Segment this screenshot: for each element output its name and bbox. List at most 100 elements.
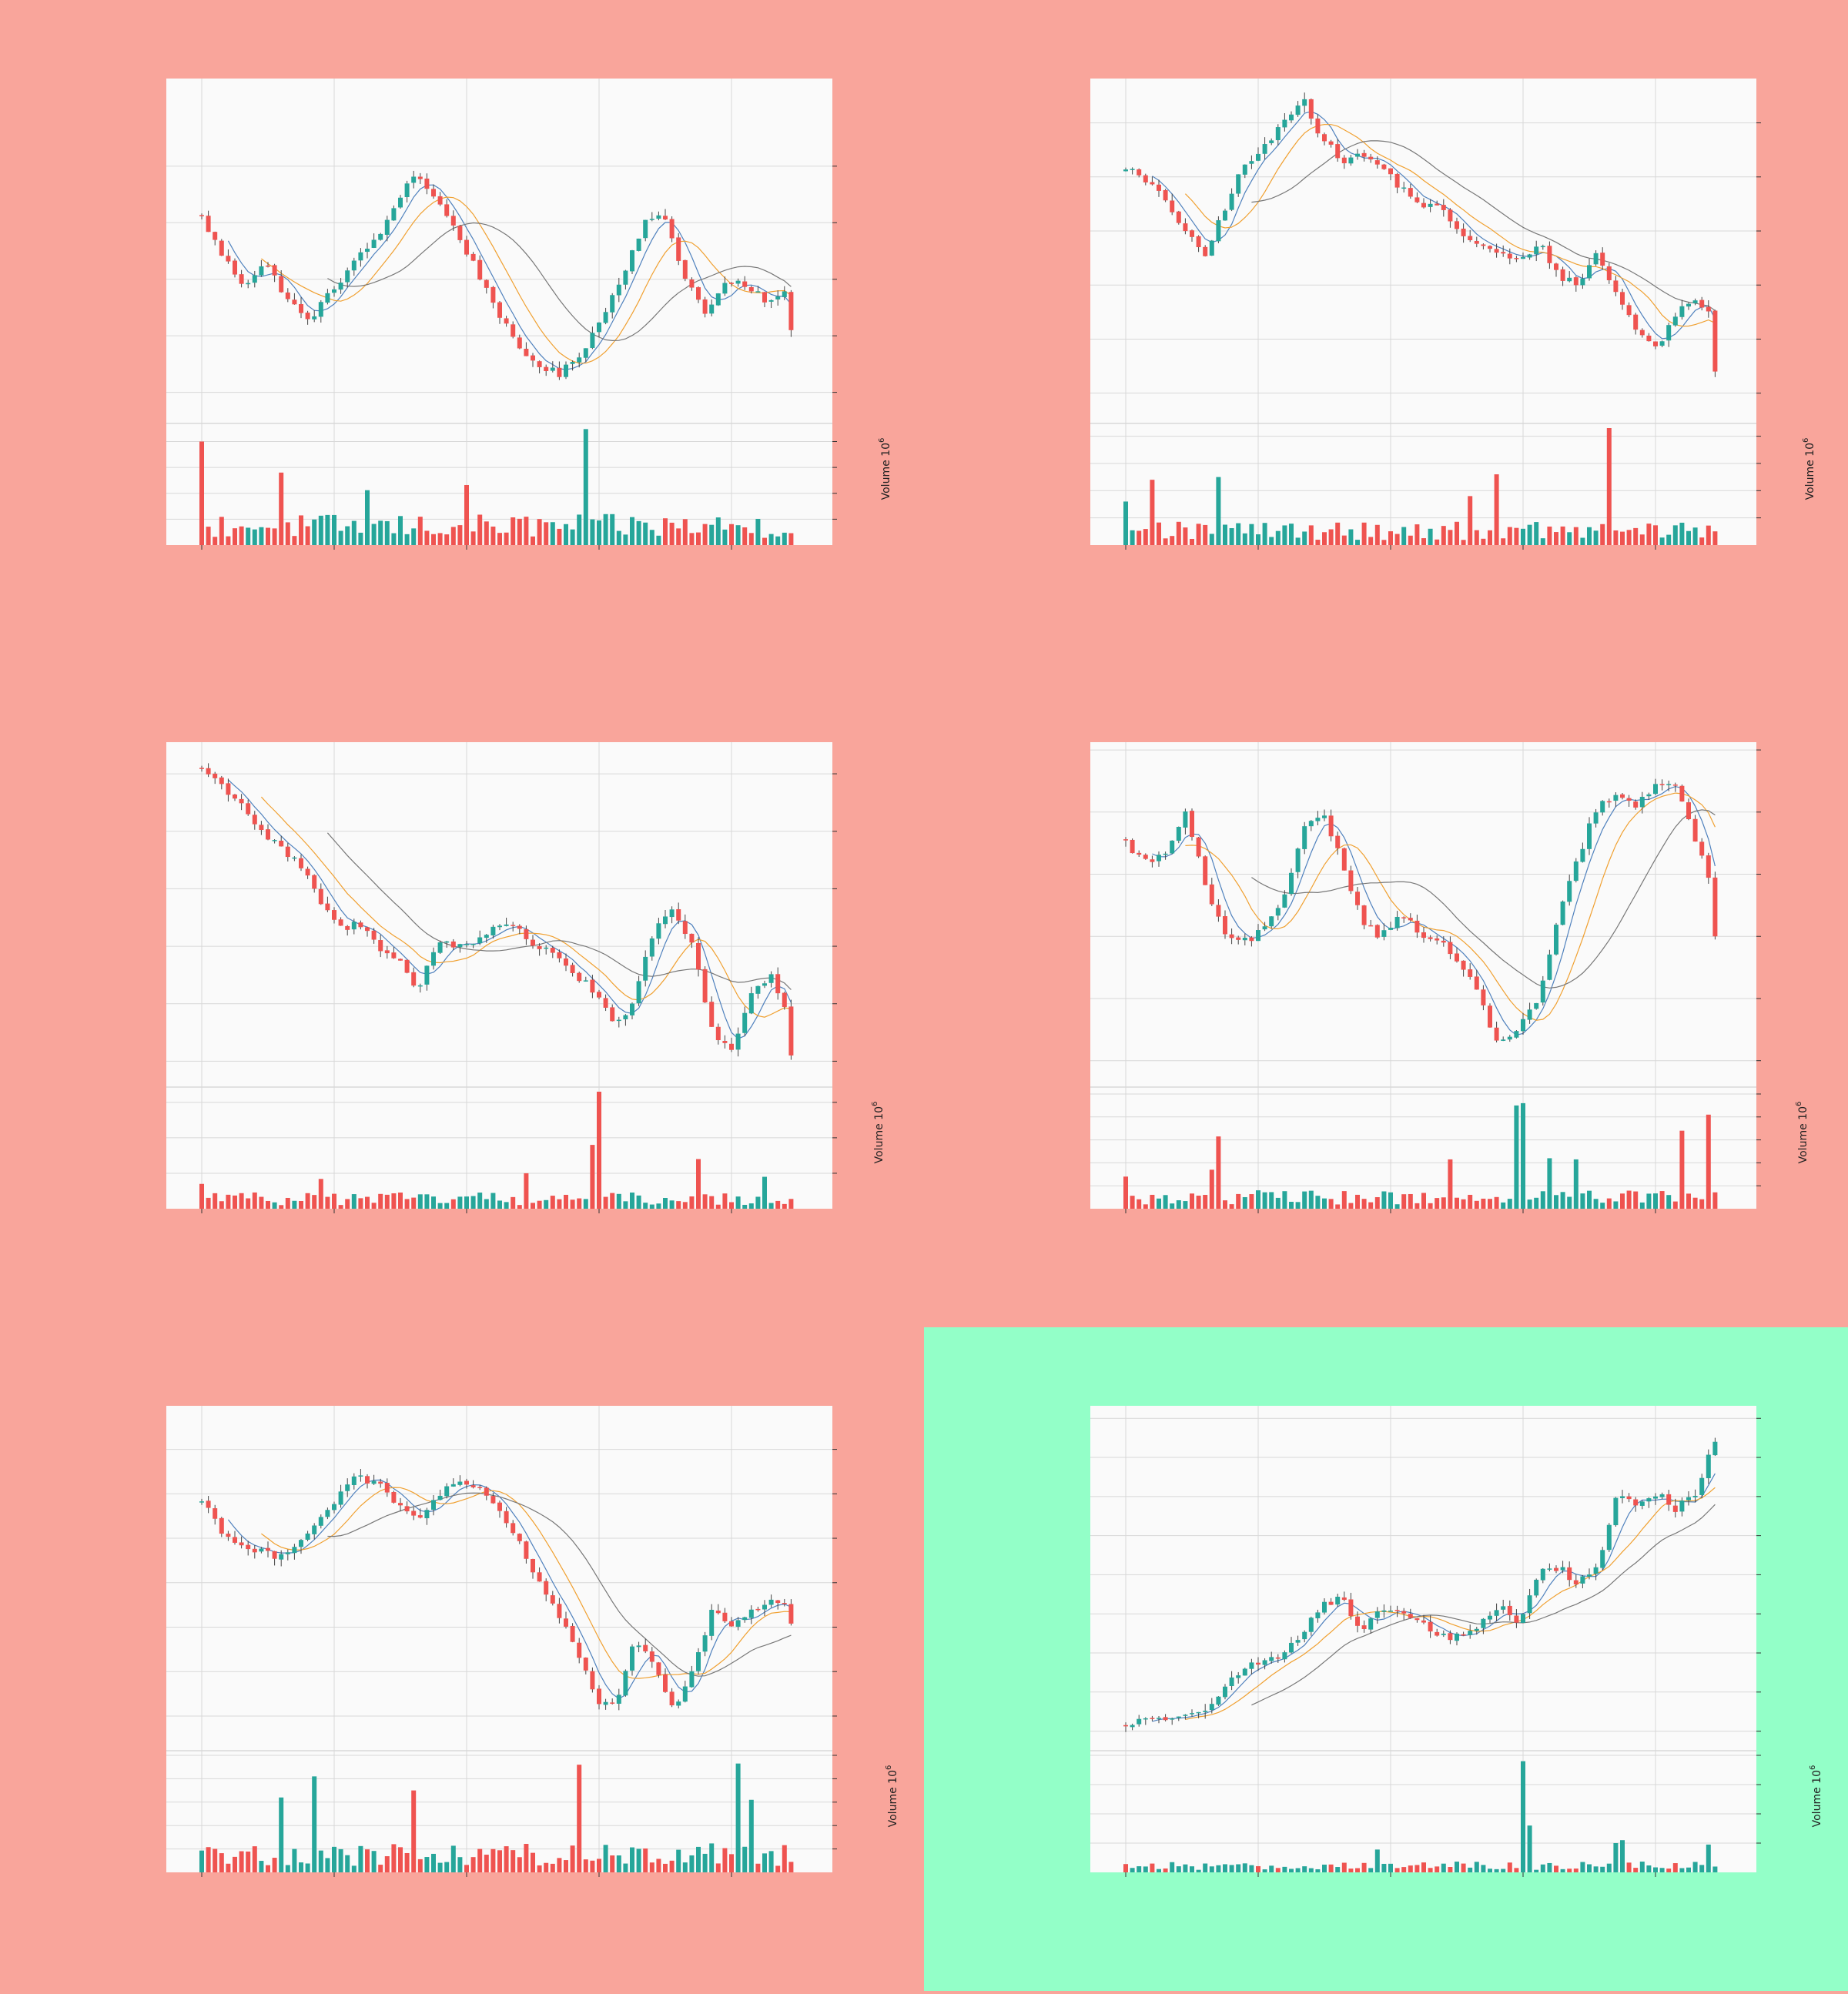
candle-body (1150, 182, 1155, 185)
volume-bar (1534, 1197, 1539, 1209)
volume-bar (1381, 1191, 1387, 1209)
volume-bar (1580, 1193, 1585, 1209)
volume-plot-area (1090, 1751, 1756, 1872)
candle-body (1587, 265, 1592, 279)
candle-body (623, 1671, 628, 1696)
volume-bar (1302, 1191, 1307, 1209)
volume-plot-area (166, 1087, 832, 1209)
candle-body (669, 1691, 675, 1706)
candle-body (305, 1533, 310, 1540)
candle-body (477, 937, 483, 944)
candle-body (557, 952, 562, 959)
volume-bar (437, 1203, 443, 1209)
candle-body (590, 979, 595, 993)
candle-body (1137, 169, 1142, 176)
volume-bar (1348, 1203, 1354, 1209)
volume-bar (444, 1203, 450, 1209)
volume-bar (590, 1860, 595, 1872)
volume-bar (1633, 527, 1639, 545)
candle-body (1507, 253, 1512, 259)
volume-bar (1262, 1192, 1267, 1209)
candle-body (1249, 1662, 1254, 1669)
candle-body (748, 286, 754, 292)
volume-bar (398, 1192, 403, 1209)
ma-fast-line (1152, 1473, 1716, 1722)
candle-body (1659, 341, 1665, 346)
candle-body (431, 952, 436, 966)
volume-bar (1421, 1862, 1426, 1872)
volume-bar (630, 517, 634, 545)
candle-body (775, 1600, 781, 1604)
volume-bar (497, 533, 502, 545)
volume-bar (1341, 535, 1347, 545)
candle-body (213, 1508, 218, 1519)
volume-bar (391, 533, 397, 545)
volume-bar (1686, 1867, 1691, 1872)
candle-body (279, 1554, 284, 1560)
volume-bar (1547, 1862, 1552, 1872)
candle-body (1540, 246, 1545, 248)
candle-body (1428, 937, 1433, 939)
volume-bar (590, 519, 595, 545)
volume-bar (603, 1845, 608, 1872)
candle-body (484, 279, 489, 288)
candle-body (490, 286, 496, 303)
volume-bar (603, 514, 608, 545)
candle-body (1414, 197, 1420, 202)
candle-body (1401, 187, 1407, 189)
volume-bar (1547, 1158, 1552, 1209)
volume-bar (450, 1199, 456, 1209)
volume-bar (199, 1850, 204, 1872)
volume-bar (312, 1776, 317, 1872)
candle-body (1137, 852, 1142, 855)
candle-body (531, 1558, 535, 1573)
candle-body (735, 1033, 741, 1050)
volume-bar (748, 1799, 754, 1872)
candle-body (616, 284, 621, 296)
candle-body (1626, 1496, 1632, 1500)
candle-body (1699, 299, 1705, 308)
candle-body (199, 768, 204, 769)
candle-body (1606, 266, 1612, 281)
volume-bar (1269, 537, 1274, 545)
candle-body (233, 795, 237, 799)
candle-body (1488, 1005, 1492, 1028)
candle-body (1302, 826, 1307, 849)
volume-bar (682, 1862, 688, 1872)
volume-bar (597, 1092, 601, 1209)
candle-body (1388, 168, 1393, 175)
volume-bar (490, 526, 496, 545)
volume-bar (564, 524, 568, 545)
candle-body (470, 1485, 476, 1487)
volume-bar (702, 524, 708, 545)
candle-body (623, 270, 628, 285)
candle-body (1659, 784, 1665, 785)
volume-bar (550, 1196, 555, 1209)
volume-bar (1626, 1190, 1632, 1209)
candle-body (1137, 1718, 1142, 1725)
volume-bar (1435, 539, 1440, 545)
candle-body (1633, 1499, 1639, 1506)
volume-bar (735, 1763, 741, 1872)
candle-body (259, 825, 264, 831)
candle-body (1249, 937, 1254, 942)
volume-bar (1606, 1198, 1612, 1209)
candle-body (1666, 784, 1672, 785)
volume-bar (1712, 1192, 1718, 1209)
volume-bar (1461, 1199, 1466, 1209)
volume-bar (1699, 1865, 1705, 1872)
candle-body (1157, 1718, 1161, 1719)
candle-body (1282, 119, 1287, 128)
candle-body (239, 274, 244, 284)
candle-body (636, 981, 641, 1004)
candle-body (1289, 872, 1294, 895)
volume-bar (1679, 522, 1685, 545)
candle-body (1289, 1642, 1294, 1653)
candle-body (1494, 249, 1499, 253)
volume-bar (610, 1193, 615, 1209)
volume-bar (1130, 1196, 1135, 1209)
candle-body (1613, 1497, 1619, 1526)
candle-body (384, 1483, 390, 1493)
candle-body (669, 909, 675, 918)
candle-body (285, 846, 290, 858)
